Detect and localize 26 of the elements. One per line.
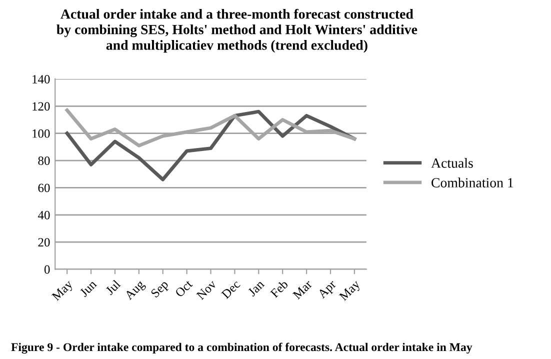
y-tick-label: 20 xyxy=(38,238,50,247)
x-tick-label: Oct xyxy=(174,279,193,298)
x-tick-label: Sep xyxy=(150,280,171,300)
caption: Figure 9 - Order intake compared to a combination of forecasts. Actual order intake in May xyxy=(11,342,472,354)
x-tick-label: Jul xyxy=(104,279,122,296)
y-tick-label: 80 xyxy=(38,156,50,165)
y-tick-label: 140 xyxy=(32,75,50,84)
x-tick-label: Nov xyxy=(196,279,217,300)
y-tick-label: 60 xyxy=(38,184,50,192)
chart-title: Actual order intake and a three-month forecast constructed by combining SES, Holts' method and Holt Winters' additive and multiplicatiev methods (trend excluded) xyxy=(56,8,418,53)
x-tick-label: Apr xyxy=(317,279,338,301)
y-tick-label: 120 xyxy=(32,102,50,111)
x-tick-label: Aug xyxy=(124,279,147,302)
y-tick-label: 0 xyxy=(44,265,50,274)
legend-label: Combination 1 xyxy=(432,178,514,188)
x-tick-label: May xyxy=(51,279,76,303)
x-tick-label: Jan xyxy=(247,279,265,297)
x-tick-label: Feb xyxy=(270,279,288,298)
line-series xyxy=(65,110,356,182)
x-tick-label: Mar xyxy=(292,279,313,300)
y-tick-label: 40 xyxy=(38,210,50,220)
y-tick-label: 100 xyxy=(32,129,50,138)
x-tick-label: Jun xyxy=(79,279,98,298)
x-tick-label: May xyxy=(338,279,362,303)
legend-label: Actuals xyxy=(431,158,473,168)
x-tick-label: Dec xyxy=(221,280,241,300)
